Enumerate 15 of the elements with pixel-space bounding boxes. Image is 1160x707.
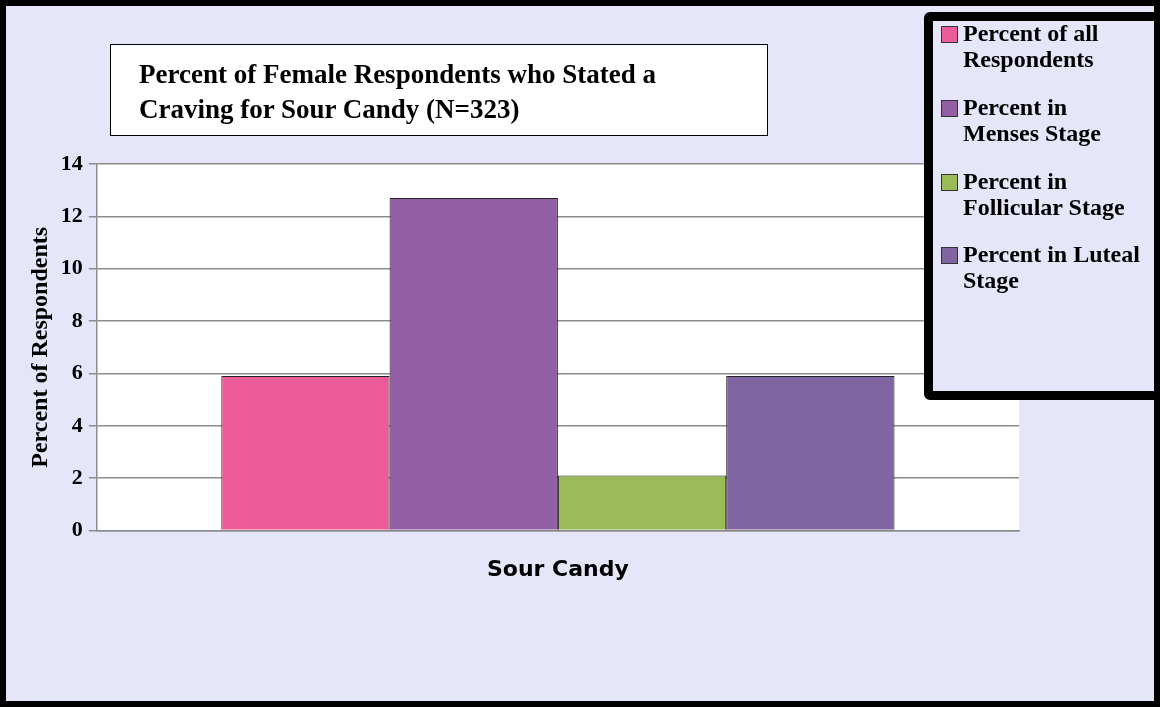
y-tick-label: 4: [71, 411, 83, 437]
y-axis-title: Percent of Respondents: [25, 226, 52, 468]
y-tick-label: 14: [60, 149, 83, 175]
y-tick-label: 2: [71, 463, 83, 489]
legend-label: Percent in Menses Stage: [963, 93, 1102, 147]
y-tick-label: 8: [71, 306, 83, 332]
y-tick-label: 0: [71, 516, 83, 542]
y-tick-label: 12: [60, 202, 83, 228]
legend-label: Percent in Follicular Stage: [963, 167, 1126, 221]
y-tick-label: 10: [60, 254, 83, 280]
chart-title: Percent of Female Respondents who Stated a Craving for Sour Candy (N=323): [110, 44, 768, 136]
legend-label: Percent of all Respondents: [963, 20, 1100, 73]
x-tick-label: Sour Candy: [486, 555, 629, 581]
legend-label: Percent in Luteal Stage: [963, 241, 1141, 295]
y-tick-label: 6: [71, 359, 83, 385]
